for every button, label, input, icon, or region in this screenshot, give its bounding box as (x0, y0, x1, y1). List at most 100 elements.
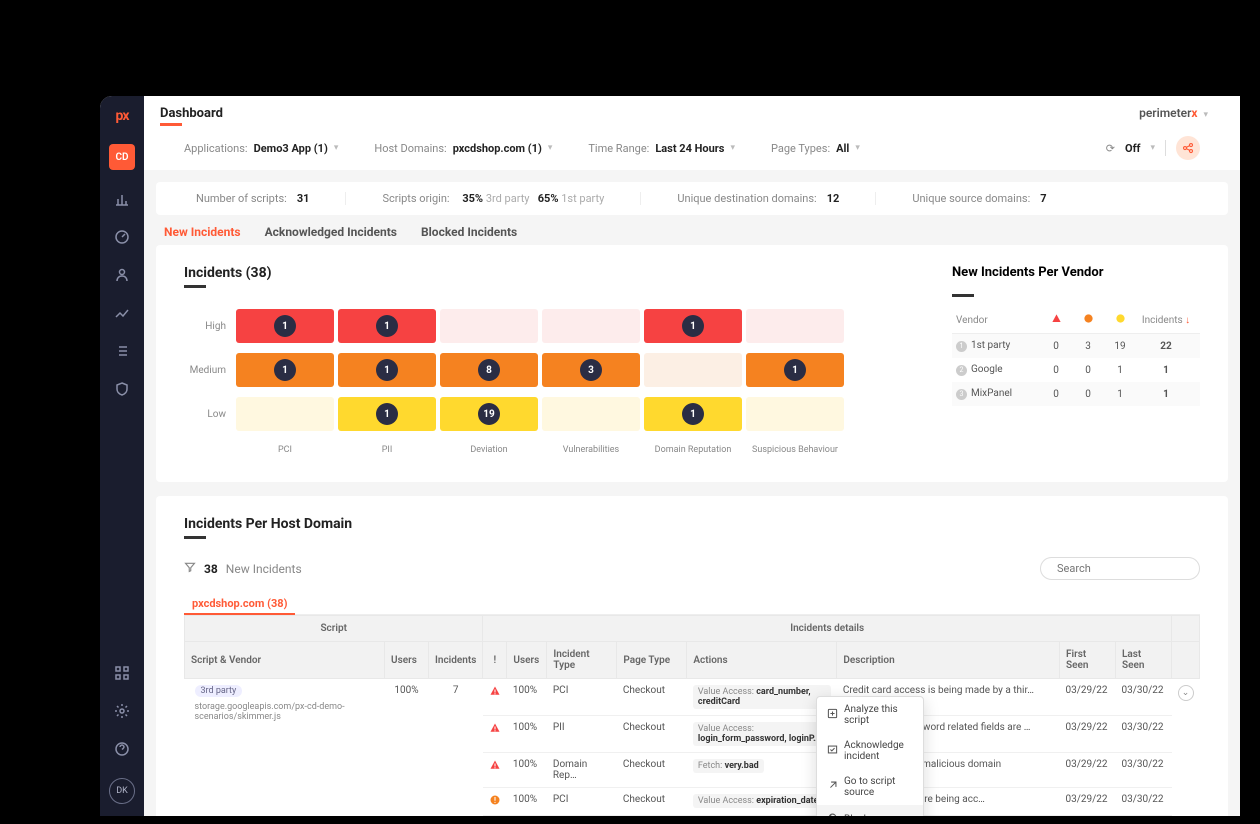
goto-icon (827, 780, 838, 794)
heatmap-cell[interactable] (236, 397, 334, 431)
heatmap-cell[interactable]: 1 (236, 309, 334, 343)
share-button[interactable] (1176, 136, 1200, 160)
action-pill: Value Access: expiration_date, (693, 794, 826, 808)
filter-applications[interactable]: Applications: Demo3 App (1) ▾ (184, 142, 338, 155)
ctx-menu-item[interactable]: Analyze this script (817, 697, 923, 733)
severity-icon (483, 716, 507, 753)
vendor-row[interactable]: 3MixPanel0011 (952, 382, 1200, 406)
heatmap-cell[interactable]: 1 (338, 309, 436, 343)
host-domain-title: Incidents Per Host Domain (184, 516, 1200, 532)
heatmap-cell[interactable] (542, 397, 640, 431)
search-box[interactable] (1040, 557, 1200, 580)
heatmap-count: 1 (682, 315, 704, 337)
tab-acknowledged[interactable]: Acknowledged Incidents (265, 225, 397, 239)
ctx-menu-item[interactable]: Acknowledge incident (817, 733, 923, 769)
nav-apps-icon[interactable] (113, 664, 131, 682)
host-domain-panel: Incidents Per Host Domain 38 New Inciden… (156, 496, 1228, 816)
filter-host-domains[interactable]: Host Domains: pxcdshop.com (1) ▾ (374, 142, 552, 155)
heatmap-cell[interactable] (440, 309, 538, 343)
heatmap-count: 1 (274, 359, 296, 381)
tenant-avatar[interactable]: CD (109, 144, 135, 170)
heatmap-cell[interactable] (746, 397, 844, 431)
nav-list-icon[interactable] (113, 342, 131, 360)
filter-time-range[interactable]: Time Range: Last 24 Hours ▾ (588, 142, 735, 155)
heatmap-cell[interactable]: 1 (338, 397, 436, 431)
nav-settings-icon[interactable] (113, 702, 131, 720)
action-pill: Value Access: card_number, creditCard (693, 685, 831, 709)
host-domain-tab[interactable]: pxcdshop.com (38) (184, 594, 295, 615)
chevron-down-icon: ▾ (730, 143, 735, 153)
chevron-down-icon: ▾ (334, 143, 339, 153)
ctx-menu-item[interactable]: Block (817, 805, 923, 816)
heatmap-count: 1 (784, 359, 806, 381)
heatmap-col-label: PCI (236, 445, 334, 455)
brand-logo: px (116, 108, 129, 124)
severity-icon (483, 788, 507, 816)
auto-refresh-toggle[interactable]: Off (1125, 142, 1140, 155)
heatmap-count: 19 (478, 403, 500, 425)
heatmap-col-label: Vulnerabilities (542, 445, 640, 455)
filter-icon[interactable] (184, 561, 196, 576)
heatmap-cell[interactable]: 1 (644, 309, 742, 343)
heatmap-count: 1 (376, 403, 398, 425)
severity-icon (483, 679, 507, 716)
heatmap-cell[interactable] (542, 309, 640, 343)
heatmap-col-label: Deviation (440, 445, 538, 455)
brand-wordmark: perimeterx ▾ (1139, 106, 1208, 120)
block-icon (827, 812, 838, 816)
heatmap-count: 1 (376, 315, 398, 337)
heatmap-cell[interactable] (746, 309, 844, 343)
chevron-down-icon: ▾ (855, 143, 860, 153)
sidebar: px CD DK (100, 96, 144, 816)
heatmap-row-label: High (184, 321, 232, 332)
heatmap-count: 3 (580, 359, 602, 381)
vendor-row[interactable]: 11st party031922 (952, 334, 1200, 358)
heatmap-cell[interactable]: 1 (338, 353, 436, 387)
nav-gauge-icon[interactable] (113, 228, 131, 246)
incidents-panel: Incidents (38) High111Medium11831Low1191… (156, 245, 1228, 482)
nav-shield-icon[interactable] (113, 380, 131, 398)
context-menu: Analyze this scriptAcknowledge incidentG… (816, 696, 924, 816)
vendor-row[interactable]: 2Google0011 (952, 358, 1200, 382)
expand-button[interactable]: ⌄ (1178, 685, 1194, 701)
heatmap-count: 1 (682, 403, 704, 425)
tab-blocked[interactable]: Blocked Incidents (421, 225, 517, 239)
severity-icon (483, 753, 507, 788)
tab-new-incidents[interactable]: New Incidents (164, 225, 241, 239)
heatmap-cell[interactable]: 19 (440, 397, 538, 431)
vendor-table-title: New Incidents Per Vendor (952, 265, 1200, 280)
heatmap-cell[interactable]: 3 (542, 353, 640, 387)
nav-audience-icon[interactable] (113, 266, 131, 284)
heatmap-cell[interactable]: 1 (746, 353, 844, 387)
action-pill: Value Access: login_form_password, login… (693, 722, 831, 746)
user-avatar[interactable]: DK (109, 778, 135, 804)
heatmap-row-label: Medium (184, 365, 232, 376)
nav-help-icon[interactable] (113, 740, 131, 758)
heatmap-col-label: Suspicious Behaviour (746, 445, 844, 455)
incident-row[interactable]: 3rd partystorage.googleapis.com/px-cd-de… (185, 679, 1200, 716)
stats-strip: Number of scripts:31 Scripts origin: 35%… (156, 182, 1228, 215)
search-input[interactable] (1057, 562, 1197, 575)
filter-bar: Applications: Demo3 App (1) ▾ Host Domai… (160, 126, 1224, 170)
heatmap-cell[interactable]: 8 (440, 353, 538, 387)
heatmap-cell[interactable] (644, 353, 742, 387)
vendor-table: New Incidents Per Vendor Vendor Incident… (952, 265, 1200, 462)
chevron-down-icon: ▾ (548, 143, 553, 153)
analyze-icon (827, 708, 838, 722)
refresh-icon[interactable]: ⟳ (1106, 142, 1115, 155)
nav-trend-icon[interactable] (113, 304, 131, 322)
heatmap-count: 1 (376, 359, 398, 381)
heatmap-count: 8 (478, 359, 500, 381)
heatmap-cell[interactable]: 1 (236, 353, 334, 387)
nav-analytics-icon[interactable] (113, 190, 131, 208)
ack-icon (827, 744, 838, 758)
heatmap-cell[interactable]: 1 (644, 397, 742, 431)
filter-page-types[interactable]: Page Types: All ▾ (771, 142, 860, 155)
ctx-menu-item[interactable]: Go to script source (817, 769, 923, 805)
severity-heatmap: High111Medium11831Low1191PCIPIIDeviation… (184, 306, 916, 462)
heatmap-count: 1 (274, 315, 296, 337)
severity-icon (483, 816, 507, 817)
incidents-detail-table: Script Incidents details Script & Vendor… (184, 615, 1200, 816)
heatmap-col-label: Domain Reputation (644, 445, 742, 455)
main-content: Dashboard perimeterx ▾ Applications: Dem… (144, 96, 1240, 816)
